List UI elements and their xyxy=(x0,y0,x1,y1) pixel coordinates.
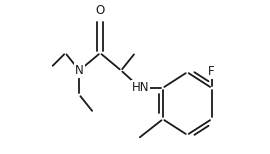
Text: HN: HN xyxy=(131,81,149,94)
Text: F: F xyxy=(208,65,215,78)
Text: O: O xyxy=(96,4,105,16)
Text: N: N xyxy=(75,64,84,77)
